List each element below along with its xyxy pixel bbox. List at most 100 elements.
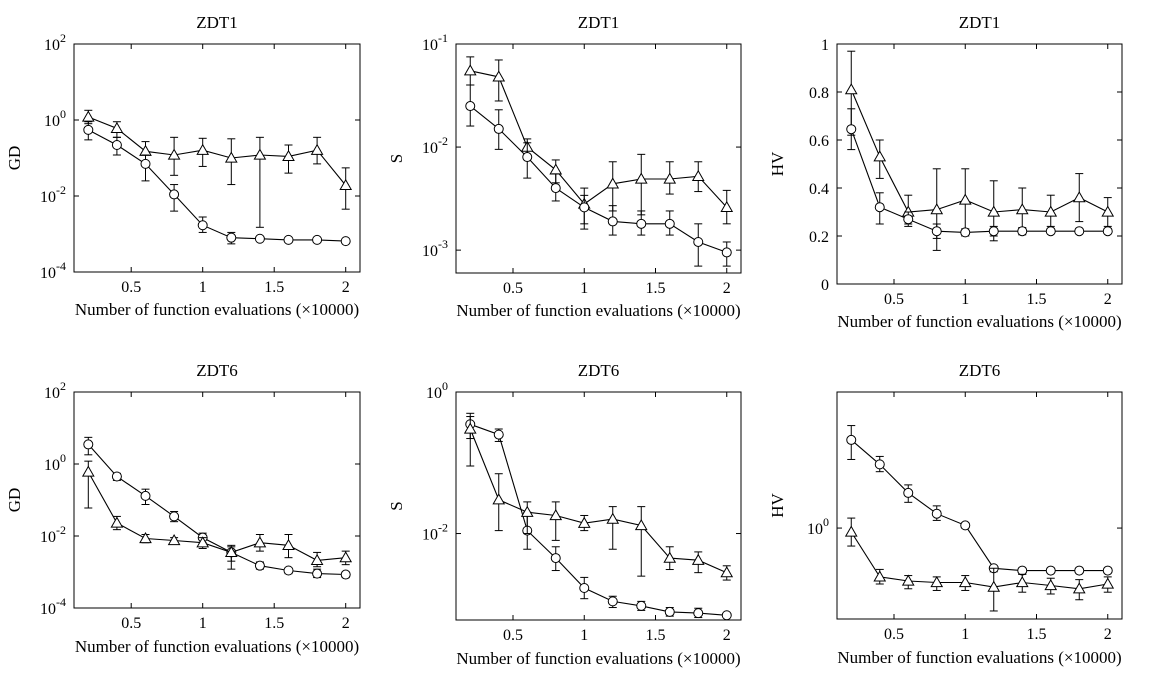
data-point-circle — [874, 202, 885, 213]
y-tick-label: 10-4 — [40, 595, 66, 618]
y-tick-label: 10-2 — [40, 523, 66, 546]
x-tick-label: 0.5 — [121, 279, 141, 296]
data-point-triangle — [930, 575, 944, 588]
data-point-triangle — [167, 148, 181, 160]
data-point-circle — [111, 139, 122, 150]
data-point-triangle — [282, 538, 295, 550]
data-point-triangle — [310, 553, 324, 566]
error-bar — [637, 153, 646, 216]
x-tick-label: 2 — [723, 280, 731, 297]
x-tick-label: 1 — [961, 291, 969, 308]
series-line — [850, 89, 1109, 213]
data-point-circle — [960, 520, 971, 531]
x-tick-label: 1 — [199, 615, 207, 632]
data-point-triangle — [110, 516, 124, 528]
data-point-circle — [169, 189, 180, 200]
data-point-circle — [312, 568, 323, 579]
data-point-triangle — [634, 518, 648, 531]
x-tick-label: 1 — [199, 279, 207, 296]
y-tick-label: 102 — [44, 31, 66, 54]
data-point-circle — [550, 553, 561, 564]
data-point-circle — [283, 234, 294, 245]
series-triangle — [463, 56, 734, 225]
y-tick-exponent: -3 — [438, 237, 448, 251]
data-point-triangle — [196, 536, 210, 548]
y-tick-label: 10-2 — [40, 183, 66, 206]
series-triangle — [844, 50, 1115, 251]
data-point-circle — [140, 158, 151, 169]
y-tick-exponent: -2 — [56, 523, 66, 537]
data-point-triangle — [691, 553, 705, 565]
data-point-triangle — [958, 193, 972, 205]
data-point-circle — [1017, 565, 1028, 576]
data-point-triangle — [663, 551, 677, 563]
data-point-circle — [903, 214, 914, 225]
y-tick-label: 1 — [821, 37, 829, 54]
data-point-circle — [111, 471, 122, 482]
data-point-circle — [550, 183, 561, 194]
x-tick-label: 1 — [580, 280, 588, 297]
data-point-circle — [493, 123, 504, 134]
y-tick-label: 100 — [426, 379, 448, 402]
y-tick-base: 10 — [40, 601, 56, 618]
data-point-circle — [846, 124, 857, 135]
data-point-triangle — [167, 533, 181, 546]
series-circle — [465, 412, 732, 621]
data-point-triangle — [720, 566, 734, 578]
y-axis-label: HV — [768, 151, 787, 176]
y-tick-base: 10 — [807, 521, 823, 538]
y-tick-base: 10 — [40, 529, 56, 546]
data-point-triangle — [339, 551, 353, 563]
data-point-circle — [465, 101, 476, 112]
series-line — [87, 444, 346, 576]
data-point-triangle — [1044, 205, 1058, 217]
y-tick-exponent: 0 — [60, 107, 66, 121]
chart-title: ZDT1 — [196, 13, 238, 32]
data-point-triangle — [492, 70, 506, 82]
series-circle — [465, 84, 732, 267]
series-line — [469, 105, 727, 253]
y-tick-base: 10 — [44, 385, 60, 402]
data-point-circle — [693, 608, 704, 619]
y-tick-label: 0.6 — [809, 133, 829, 150]
y-tick-base: 10 — [422, 37, 438, 54]
data-point-triangle — [1072, 582, 1086, 594]
data-point-circle — [960, 227, 971, 238]
data-point-triangle — [81, 110, 95, 122]
x-axis-label: Number of function evaluations (×10000) — [75, 300, 359, 319]
y-tick-exponent: -4 — [56, 595, 66, 609]
chart-panel-3: ZDT1 0.5 1 1.5 2 0 0.2 0.4 0.6 0.8 1 Number of func… — [768, 13, 1123, 331]
chart-title: ZDT6 — [196, 361, 238, 380]
y-tick-label: 100 — [44, 451, 66, 474]
data-point-circle — [83, 439, 94, 450]
x-tick-label: 1.5 — [646, 627, 666, 644]
y-tick-base: 10 — [426, 385, 442, 402]
x-tick-label: 2 — [1104, 291, 1112, 308]
y-tick-label: 10-2 — [422, 521, 448, 544]
data-point-circle — [664, 218, 675, 229]
x-tick-label: 1.5 — [646, 280, 666, 297]
y-axis-label: S — [387, 154, 406, 163]
y-tick-exponent: 0 — [442, 379, 448, 393]
data-point-circle — [636, 600, 647, 611]
data-point-circle — [607, 596, 618, 607]
data-point-triangle — [691, 169, 705, 181]
series-triangle — [844, 517, 1115, 612]
data-point-circle — [988, 226, 999, 237]
y-tick-base: 10 — [44, 113, 60, 130]
series-circle — [846, 108, 1113, 239]
data-point-circle — [1017, 226, 1028, 237]
series-line — [87, 471, 346, 561]
y-tick-label: 102 — [44, 379, 66, 402]
data-point-triangle — [1072, 191, 1086, 203]
series-circle — [83, 121, 351, 247]
data-point-triangle — [987, 205, 1001, 217]
series-line — [469, 428, 728, 574]
plot-frame — [73, 43, 361, 273]
data-point-circle — [340, 569, 351, 580]
y-tick-exponent: -1 — [438, 31, 448, 45]
data-point-circle — [1102, 565, 1113, 576]
y-tick-base: 10 — [422, 243, 438, 260]
